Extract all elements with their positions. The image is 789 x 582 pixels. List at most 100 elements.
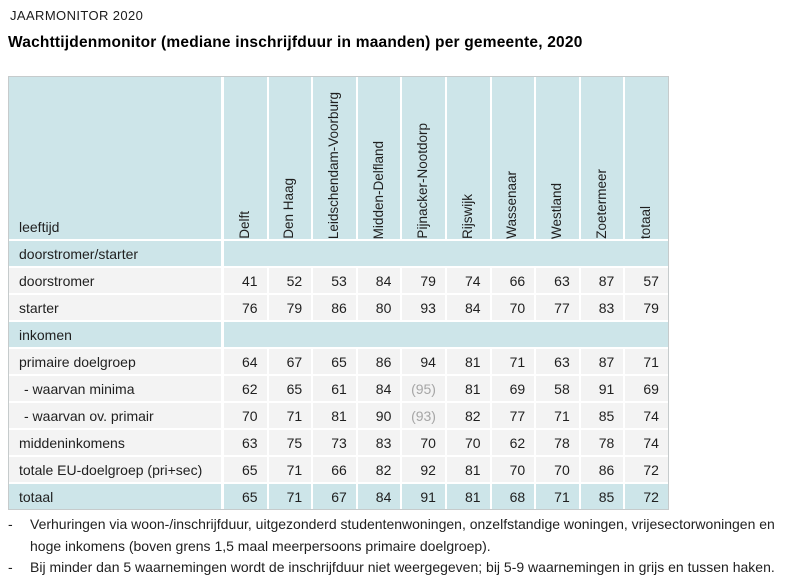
value-cell-westland: 71 [536, 403, 579, 428]
column-header-label: Zoetermeer [593, 169, 609, 239]
value-cell-pijnacker-nootdorp: (93) [402, 403, 445, 428]
value-cell-rijswijk: 81 [446, 376, 490, 401]
value-cell-totaal: 71 [625, 349, 668, 374]
value-cell-midden-delfland: 90 [357, 403, 401, 428]
value-cell-zoetermeer: 87 [580, 268, 624, 293]
value-cell-midden-delfland: 80 [357, 295, 401, 320]
row-label: totaal [9, 484, 221, 509]
value-cell-zoetermeer: 87 [580, 349, 624, 374]
value-cell-delft: 70 [224, 403, 267, 428]
column-header-delft: Delft [224, 77, 267, 239]
value-cell-midden-delfland: 82 [357, 457, 401, 482]
value-cell-westland: 70 [536, 457, 579, 482]
row-label: middeninkomens [9, 430, 221, 455]
row-cells: 41 52 53 84 79 74 66 63 87 57 [224, 268, 668, 293]
value-cell-pijnacker-nootdorp: 70 [402, 430, 445, 455]
table-row-primaire-doelgroep: primaire doelgroep 64 67 65 86 94 81 71 63 87 71 [9, 349, 668, 374]
column-header-westland: Westland [536, 77, 579, 239]
table-row-doorstromer: doorstromer 41 52 53 84 79 74 66 63 87 57 [9, 268, 668, 293]
table-row-waarvan-ov-primair: - waarvan ov. primair 70 71 81 90 (93) 82 77 71 8… [9, 403, 668, 428]
column-header-label: Midden-Delfland [370, 140, 386, 239]
column-header-label: Wassenaar [504, 171, 520, 239]
row-label: - waarvan ov. primair [9, 403, 221, 428]
value-cell-den-haag: 52 [268, 268, 312, 293]
table-row-totaal: totaal 65 71 67 84 91 81 68 71 85 72 [9, 484, 668, 509]
table-row-waarvan-minima: - waarvan minima 62 65 61 84 (95) 81 69 58 91 69 [9, 376, 668, 401]
row-cells: 63 75 73 83 70 70 62 78 78 74 [224, 430, 668, 455]
value-cell-wassenaar: 68 [491, 484, 535, 509]
column-header-den-haag: Den Haag [268, 77, 312, 239]
value-cell-den-haag: 79 [268, 295, 312, 320]
row-label: starter [9, 295, 221, 320]
value-cell-wassenaar: 71 [491, 349, 535, 374]
value-cell-rijswijk: 70 [446, 430, 490, 455]
value-cell-leidschendam-voorburg: 86 [313, 295, 356, 320]
value-cell-totaal: 72 [625, 457, 668, 482]
table-row-totale-eu-doelgroep-pri-sec: totale EU-doelgroep (pri+sec) 65 71 66 82 92 8… [9, 457, 668, 482]
value-cell-zoetermeer: 85 [580, 484, 624, 509]
row-label: inkomen [9, 322, 221, 347]
waiting-time-table: leeftijd Delft Den Haag Leidschendam-Voorb… [8, 76, 669, 510]
value-cell-wassenaar: 77 [491, 403, 535, 428]
footnote-item: - Bij minder dan 5 waarnemingen wordt de… [8, 557, 783, 579]
value-cell-delft: 76 [224, 295, 267, 320]
value-cell-leidschendam-voorburg: 81 [313, 403, 356, 428]
value-cell-zoetermeer: 78 [580, 430, 624, 455]
value-cell-midden-delfland: 84 [357, 484, 401, 509]
value-cell-pijnacker-nootdorp: 92 [402, 457, 445, 482]
value-cell-delft: 63 [224, 430, 267, 455]
value-cell-den-haag: 71 [268, 457, 312, 482]
column-header-label: Delft [236, 211, 252, 239]
value-cell-totaal: 57 [625, 268, 668, 293]
row-label: primaire doelgroep [9, 349, 221, 374]
value-cell-westland: 77 [536, 295, 579, 320]
value-cell-den-haag: 67 [268, 349, 312, 374]
value-cell-zoetermeer: 91 [580, 376, 624, 401]
value-cell-pijnacker-nootdorp: 93 [402, 295, 445, 320]
value-cell-den-haag: 71 [268, 484, 312, 509]
value-cell-wassenaar: 70 [491, 295, 535, 320]
value-cell-leidschendam-voorburg: 65 [313, 349, 356, 374]
value-cell-delft: 64 [224, 349, 267, 374]
value-cell-totaal: 79 [625, 295, 668, 320]
value-cell-rijswijk: 84 [446, 295, 490, 320]
footnote-bullet: - [8, 516, 13, 532]
value-cell-wassenaar: 62 [491, 430, 535, 455]
value-cell-westland: 58 [536, 376, 579, 401]
value-cell-zoetermeer: 86 [580, 457, 624, 482]
column-header-label: Rijswijk [459, 194, 475, 239]
page-title: Wachttijdenmonitor (mediane inschrijfduu… [8, 34, 583, 51]
footnote-text: Verhuringen via woon-/inschrijfduur, uit… [30, 516, 775, 554]
column-header-totaal: totaal [625, 77, 668, 239]
row-cells: 65 71 67 84 91 81 68 71 85 72 [224, 484, 668, 509]
table-header-columns: Delft Den Haag Leidschendam-Voorburg Midden… [224, 77, 668, 239]
footnote-text: Bij minder dan 5 waarnemingen wordt de i… [30, 559, 775, 575]
value-cell-pijnacker-nootdorp: 94 [402, 349, 445, 374]
column-header-label: Westland [548, 182, 564, 239]
row-label: doorstromer [9, 268, 221, 293]
value-cell-zoetermeer: 85 [580, 403, 624, 428]
value-cell-zoetermeer: 83 [580, 295, 624, 320]
table-header-row: leeftijd Delft Den Haag Leidschendam-Voorb… [9, 77, 668, 239]
value-cell-leidschendam-voorburg: 53 [313, 268, 356, 293]
value-cell-delft: 62 [224, 376, 267, 401]
table-body: doorstromer/starter doorstromer 41 52 53 84 79… [9, 239, 668, 509]
section-fill [224, 241, 668, 266]
value-cell-delft: 41 [224, 268, 267, 293]
report-kicker: JAARMONITOR 2020 [10, 8, 144, 23]
value-cell-rijswijk: 81 [446, 349, 490, 374]
value-cell-den-haag: 75 [268, 430, 312, 455]
column-header-wassenaar: Wassenaar [491, 77, 535, 239]
row-cells: 65 71 66 82 92 81 70 70 86 72 [224, 457, 668, 482]
table-row-middeninkomens: middeninkomens 63 75 73 83 70 70 62 78 78 74 [9, 430, 668, 455]
column-header-label: Pijnacker-Nootdorp [415, 123, 431, 239]
value-cell-wassenaar: 66 [491, 268, 535, 293]
row-cells: 64 67 65 86 94 81 71 63 87 71 [224, 349, 668, 374]
row-label: totale EU-doelgroep (pri+sec) [9, 457, 221, 482]
value-cell-den-haag: 65 [268, 376, 312, 401]
row-cells: 62 65 61 84 (95) 81 69 58 91 69 [224, 376, 668, 401]
value-cell-midden-delfland: 84 [357, 268, 401, 293]
value-cell-delft: 65 [224, 484, 267, 509]
column-header-label: totaal [638, 205, 654, 239]
column-header-midden-delfland: Midden-Delfland [357, 77, 401, 239]
